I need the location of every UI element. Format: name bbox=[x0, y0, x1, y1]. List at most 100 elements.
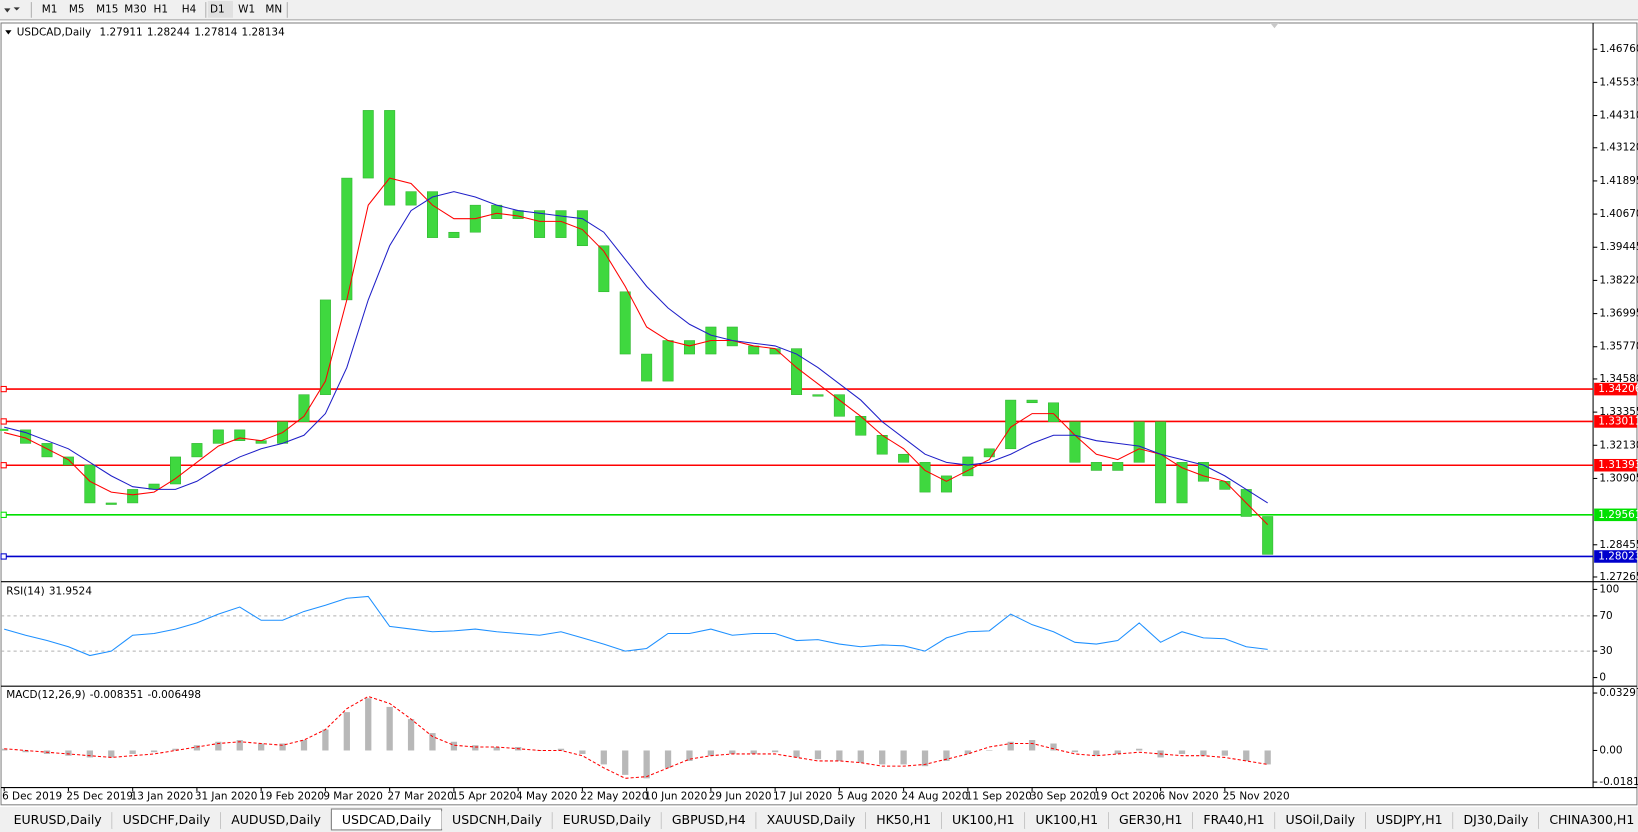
x-tick-label: 15 Apr 2020 bbox=[452, 790, 517, 802]
symbol: USDCAD,Daily bbox=[17, 26, 91, 38]
macd-signal-last: -0.006498 bbox=[147, 689, 201, 701]
tab[interactable] bbox=[220, 811, 332, 829]
tab-label[interactable]: CHINA300,H1 bbox=[1549, 812, 1634, 827]
macd-bar bbox=[493, 746, 500, 751]
header-arrow bbox=[5, 30, 12, 35]
timeframe-label[interactable]: M30 bbox=[124, 3, 146, 15]
y-tick-label: 30 bbox=[1599, 645, 1612, 657]
y-tick-label: 1.34580 bbox=[1599, 373, 1638, 385]
candle bbox=[448, 231, 460, 238]
rsi-last: 31.9524 bbox=[49, 586, 93, 598]
candle bbox=[84, 464, 96, 504]
candle bbox=[384, 110, 396, 206]
tab-label[interactable]: USDJPY,H1 bbox=[1376, 812, 1443, 827]
level-price-box bbox=[1594, 508, 1637, 522]
tab-label[interactable]: FRA40,H1 bbox=[1203, 812, 1264, 827]
macd-bar bbox=[472, 745, 479, 751]
timeframe-label[interactable]: MN bbox=[265, 3, 282, 15]
tab[interactable] bbox=[1108, 811, 1193, 829]
timeframe-label[interactable]: H1 bbox=[154, 3, 168, 15]
candle bbox=[426, 191, 438, 238]
candle bbox=[212, 429, 224, 444]
tab-label[interactable]: EURUSD,Daily bbox=[563, 812, 652, 827]
candle bbox=[1112, 462, 1124, 471]
macd-bar bbox=[986, 750, 993, 751]
y-tick-label: 100 bbox=[1599, 583, 1619, 595]
rsi-line bbox=[4, 595, 1268, 657]
candle bbox=[1133, 421, 1145, 463]
y-tick-label: 1.44310 bbox=[1599, 110, 1638, 122]
tab-label[interactable]: USDCNH,Daily bbox=[452, 812, 542, 827]
macd-bar bbox=[65, 750, 72, 756]
tab-label[interactable]: XAUUSD,Daily bbox=[767, 812, 856, 827]
tab[interactable] bbox=[1365, 811, 1454, 829]
x-tick-label: 29 Jun 2020 bbox=[709, 790, 772, 802]
tab[interactable] bbox=[661, 811, 757, 829]
macd-bar bbox=[450, 741, 458, 751]
tab-label[interactable]: USOil,Daily bbox=[1286, 812, 1356, 827]
candle bbox=[1048, 402, 1060, 422]
candle bbox=[1176, 462, 1188, 504]
tab-label[interactable]: GBPUSD,H4 bbox=[672, 812, 746, 827]
timeframe-label[interactable]: W1 bbox=[238, 3, 255, 15]
macd-bar bbox=[857, 750, 864, 763]
tab[interactable] bbox=[3, 811, 113, 829]
tab-label[interactable]: USDCHF,Daily bbox=[123, 812, 211, 827]
tab[interactable] bbox=[441, 811, 553, 829]
x-tick-label: 30 Sep 2020 bbox=[1030, 790, 1096, 802]
tab[interactable] bbox=[1453, 811, 1539, 829]
chart-window bbox=[0, 22, 1638, 806]
x-tick-label: 9 Mar 2020 bbox=[323, 790, 383, 802]
tab-label[interactable]: USDCAD,Daily bbox=[342, 812, 432, 827]
tab-label[interactable]: UK100,H1 bbox=[1035, 812, 1098, 827]
timeframe-label[interactable]: M1 bbox=[42, 3, 58, 15]
tab-label[interactable]: DJ30,Daily bbox=[1464, 812, 1529, 827]
toolbar-icon[interactable] bbox=[4, 8, 11, 13]
tab[interactable] bbox=[112, 811, 221, 829]
tab[interactable] bbox=[1275, 811, 1366, 829]
candle bbox=[940, 475, 952, 493]
tab[interactable] bbox=[1192, 811, 1276, 829]
tab[interactable] bbox=[1538, 811, 1638, 829]
tab-label[interactable]: EURUSD,Daily bbox=[14, 812, 103, 827]
macd-bar bbox=[1, 748, 8, 751]
timeframe-button[interactable] bbox=[207, 1, 233, 18]
tab[interactable] bbox=[756, 811, 866, 829]
x-tick-label: 31 Jan 2020 bbox=[195, 790, 258, 802]
tab[interactable] bbox=[552, 811, 662, 829]
tab[interactable] bbox=[941, 811, 1026, 829]
timeframe-label[interactable]: D1 bbox=[210, 3, 225, 15]
candle bbox=[1026, 399, 1038, 404]
tab[interactable] bbox=[865, 811, 942, 829]
timeframe-label[interactable]: M5 bbox=[69, 3, 85, 15]
macd-bar bbox=[1264, 750, 1271, 765]
x-tick-label: 24 Aug 2020 bbox=[902, 790, 969, 802]
candle bbox=[962, 456, 974, 477]
level-price-label: 1.31393 bbox=[1598, 459, 1638, 471]
tab-label[interactable]: HK50,H1 bbox=[876, 812, 931, 827]
tab-label[interactable]: GER30,H1 bbox=[1119, 812, 1183, 827]
macd-bar bbox=[129, 750, 136, 754]
tab-label[interactable]: AUDUSD,Daily bbox=[231, 812, 321, 827]
x-tick-label: 6 Dec 2019 bbox=[2, 790, 62, 802]
tab[interactable] bbox=[1025, 811, 1109, 829]
candle bbox=[748, 345, 760, 355]
tab-label[interactable]: UK100,H1 bbox=[952, 812, 1015, 827]
timeframe-label[interactable]: M15 bbox=[96, 3, 118, 15]
timeframe-label[interactable]: H4 bbox=[182, 3, 197, 15]
level-handle bbox=[0, 553, 7, 560]
toolbar-dropdown[interactable] bbox=[13, 7, 20, 11]
x-tick-label: 22 May 2020 bbox=[580, 790, 648, 802]
macd-bar bbox=[172, 748, 179, 751]
candle bbox=[683, 340, 695, 355]
macd-bar bbox=[1243, 750, 1250, 761]
macd-bar bbox=[429, 733, 436, 751]
candle bbox=[0, 428, 9, 431]
candle bbox=[191, 443, 203, 458]
x-tick-label: 5 Aug 2020 bbox=[837, 790, 897, 802]
macd-bar bbox=[643, 750, 650, 779]
y-tick-label: 1.40670 bbox=[1599, 208, 1638, 220]
macd-bar bbox=[1071, 750, 1079, 753]
macd-bar bbox=[407, 719, 415, 751]
